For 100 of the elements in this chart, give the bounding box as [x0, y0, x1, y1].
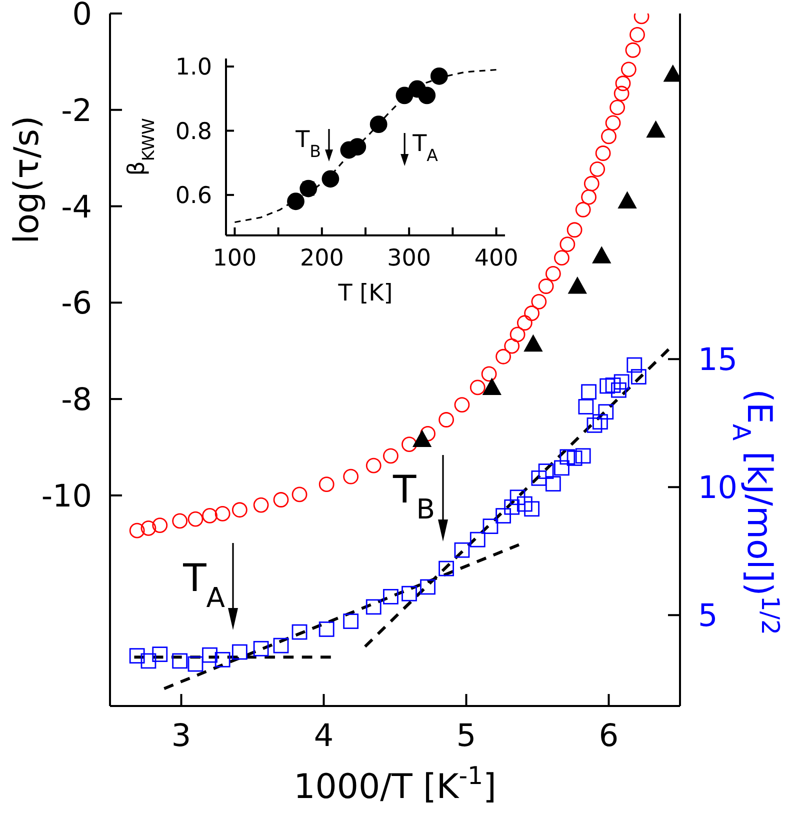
point	[343, 614, 359, 629]
point	[366, 599, 382, 615]
point	[510, 326, 526, 342]
point	[598, 404, 614, 420]
point	[581, 384, 596, 400]
point	[568, 277, 587, 294]
y-axis-title: log(τ/s)	[7, 116, 47, 244]
point	[615, 76, 631, 92]
point	[621, 62, 636, 78]
point	[430, 67, 448, 85]
point	[273, 638, 289, 654]
annotation: T$_{B}$	[392, 468, 435, 526]
y-tick-label: -2	[61, 92, 92, 129]
point	[531, 294, 547, 310]
x-tick-label: 200	[300, 246, 344, 272]
point	[614, 86, 630, 102]
point	[524, 501, 540, 517]
point	[496, 508, 511, 524]
point	[140, 520, 156, 536]
point	[232, 644, 248, 660]
point	[531, 470, 547, 486]
point	[214, 652, 230, 668]
point	[318, 476, 334, 492]
point	[481, 366, 497, 382]
y-tick-label: -6	[61, 286, 92, 322]
y-tick-label: 0.6	[175, 183, 212, 210]
point	[614, 374, 630, 390]
x-tick-label: 3	[171, 718, 192, 754]
point	[214, 506, 230, 522]
y-tick-label: -4	[61, 189, 92, 226]
point	[438, 560, 454, 576]
point	[418, 86, 436, 104]
point	[253, 497, 269, 513]
point	[545, 266, 561, 282]
point	[504, 499, 520, 515]
point	[482, 378, 502, 395]
line-series	[234, 68, 498, 224]
y2-tick-label: 15	[698, 342, 738, 378]
point	[504, 338, 520, 354]
point	[482, 518, 498, 534]
point	[554, 250, 570, 266]
point	[129, 648, 145, 664]
point	[420, 579, 436, 595]
point	[412, 430, 432, 448]
x-tick-label: 4	[314, 718, 334, 754]
point	[454, 542, 470, 558]
point	[590, 161, 606, 177]
point	[470, 380, 486, 396]
point	[273, 492, 289, 508]
x-tick-label: 6	[598, 718, 619, 754]
x-tick-label: 100	[212, 246, 257, 272]
point	[188, 511, 204, 527]
point	[292, 486, 308, 502]
point	[383, 448, 398, 464]
point	[586, 417, 602, 433]
point	[516, 496, 532, 512]
y-tick-label: -8	[61, 382, 92, 418]
point	[253, 640, 269, 656]
point	[152, 518, 168, 533]
y2-tick-label: 5	[698, 598, 718, 634]
point	[630, 369, 646, 384]
point	[172, 513, 188, 529]
point	[646, 120, 666, 138]
point	[140, 653, 156, 669]
annotation: T$_{A}$	[182, 556, 226, 614]
point	[202, 647, 218, 663]
point	[496, 348, 511, 364]
point	[232, 502, 248, 518]
point	[566, 450, 582, 466]
point	[343, 468, 359, 484]
x-tick-label: 300	[387, 246, 432, 272]
point	[554, 460, 570, 476]
point	[396, 86, 414, 104]
point	[202, 508, 218, 524]
point	[383, 588, 398, 604]
point	[318, 622, 334, 637]
point	[524, 334, 542, 352]
point	[402, 586, 417, 602]
point	[575, 448, 591, 464]
point	[581, 189, 596, 205]
point	[625, 42, 641, 58]
x-tick-label: 5	[456, 718, 476, 754]
point	[454, 397, 470, 413]
point	[545, 476, 561, 492]
point	[578, 399, 594, 414]
point	[370, 116, 388, 134]
point	[188, 656, 204, 672]
point	[630, 27, 645, 42]
point	[592, 246, 611, 264]
point	[538, 278, 554, 294]
point	[510, 490, 526, 506]
point	[287, 192, 304, 210]
point	[618, 192, 637, 208]
annotation: T$_{B}$	[294, 126, 321, 160]
annotation: T$_{A}$	[412, 131, 439, 165]
point	[611, 382, 626, 398]
point	[605, 378, 621, 393]
point	[516, 315, 532, 331]
point	[566, 222, 582, 238]
point	[560, 449, 576, 465]
